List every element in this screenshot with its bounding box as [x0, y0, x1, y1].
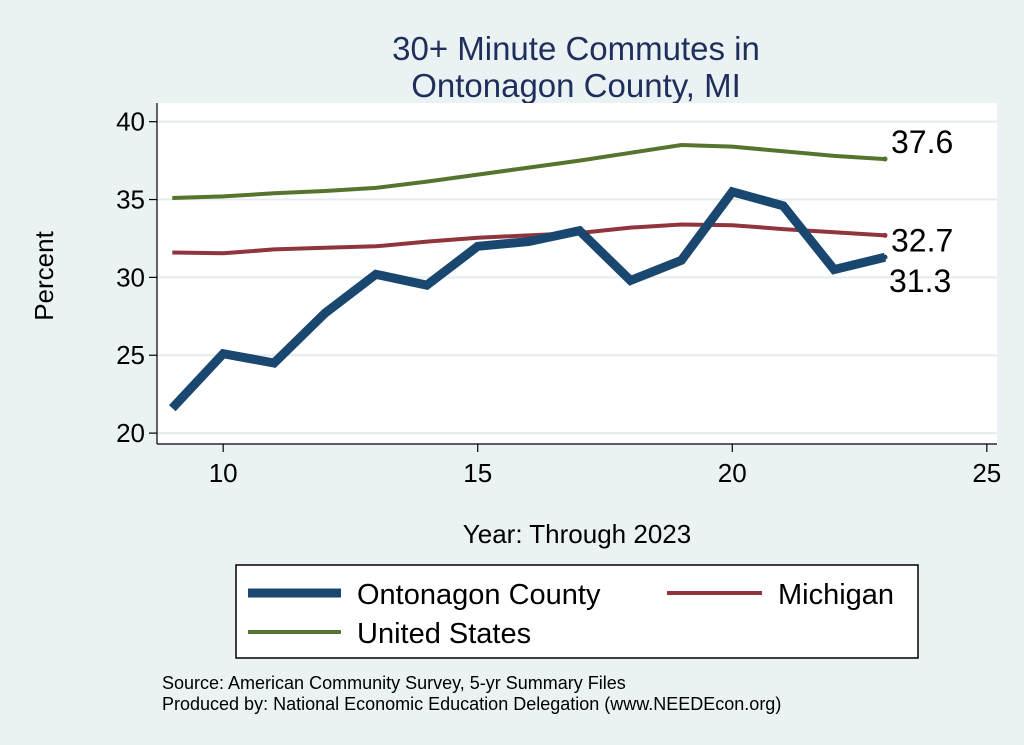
legend-label-michigan: Michigan	[778, 579, 894, 611]
y-axis-title: Percent	[29, 230, 59, 320]
end-label-united-states: 37.6	[891, 124, 953, 160]
x-tick-label-25: 25	[972, 458, 1001, 488]
legend-box	[235, 564, 919, 659]
y-tick-label-30: 30	[116, 262, 145, 292]
chart-title-line-1: 30+ Minute Commutes in	[392, 30, 760, 67]
x-tick-label-20: 20	[718, 458, 747, 488]
end-label-ontonagon-county: 31.3	[889, 263, 951, 299]
legend-label-united-states: United States	[357, 618, 531, 650]
series-end-point-michigan	[882, 232, 888, 238]
end-label-michigan: 32.7	[891, 222, 953, 258]
series-line-united-states	[172, 142, 886, 200]
y-tick-label-25: 25	[116, 340, 145, 370]
chart-title-line-2: Ontonagon County, MI	[411, 67, 741, 104]
end-labels: 31.3 32.7 37.6	[889, 124, 953, 299]
x-axis-title: Year: Through 2023	[463, 519, 691, 549]
series-end-point-ontonagon-county	[882, 254, 888, 260]
series-lines	[169, 142, 888, 412]
series-end-point-united-states	[882, 156, 888, 162]
x-axis-ticks: 10 15 20 25	[209, 444, 1001, 488]
y-tick-label-40: 40	[116, 107, 145, 137]
y-axis-ticks: 20 25 30 35 40	[116, 107, 157, 448]
producer-note: Produced by: National Economic Education…	[162, 694, 781, 714]
y-tick-label-35: 35	[116, 185, 145, 215]
x-tick-label-15: 15	[463, 458, 492, 488]
gridlines	[157, 120, 997, 435]
y-tick-label-20: 20	[116, 418, 145, 448]
legend-label-ontonagon: Ontonagon County	[357, 579, 601, 611]
series-line-michigan	[172, 222, 886, 256]
series-line-ontonagon-county	[169, 186, 887, 412]
plot-area	[157, 103, 997, 444]
x-tick-label-10: 10	[209, 458, 238, 488]
source-note: Source: American Community Survey, 5-yr …	[162, 673, 626, 693]
